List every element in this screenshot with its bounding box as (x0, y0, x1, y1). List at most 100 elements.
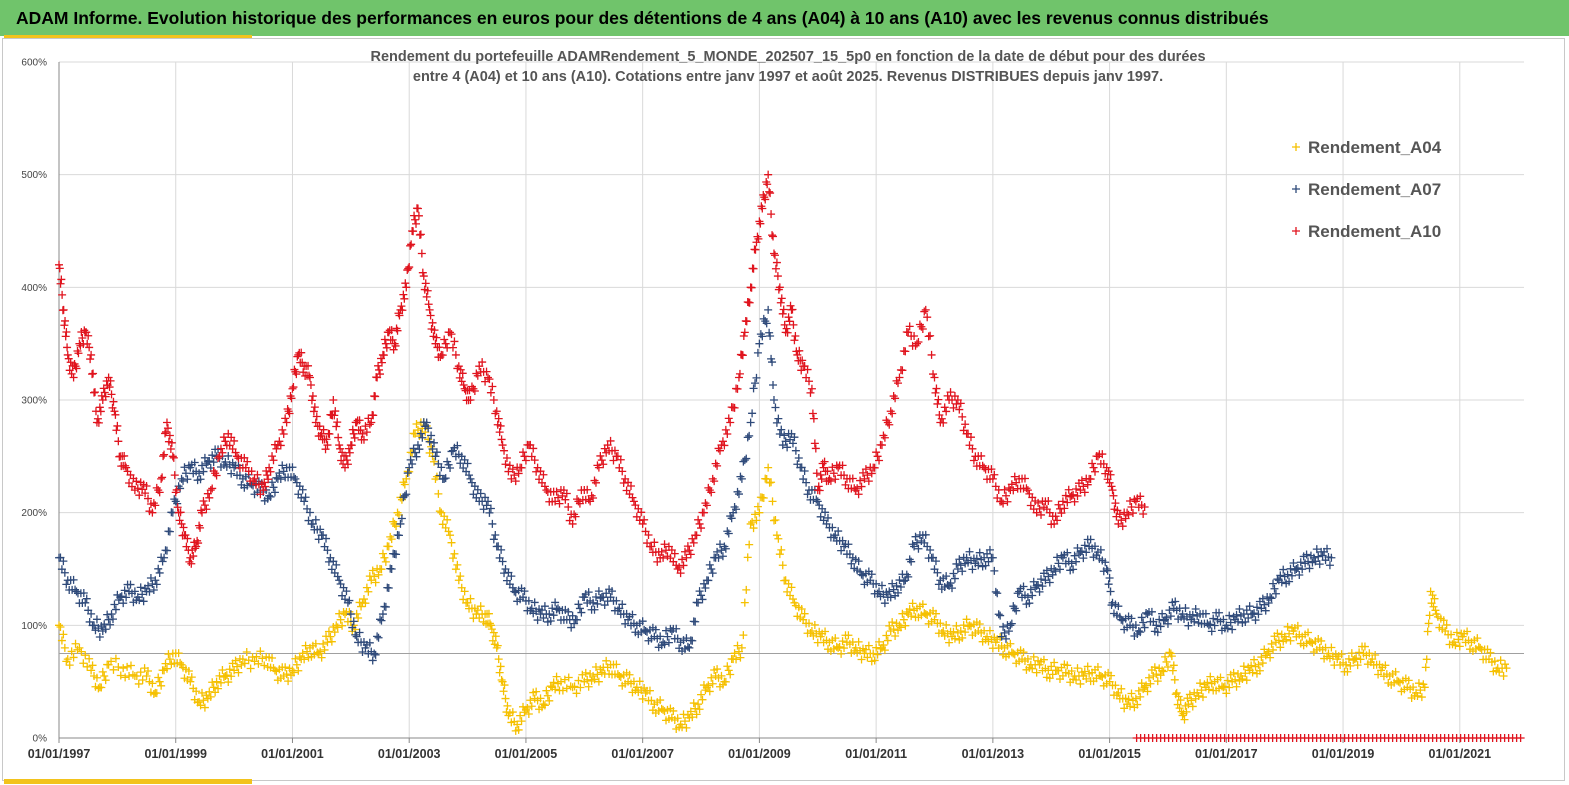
data-point (1072, 485, 1081, 494)
data-point (338, 448, 347, 457)
data-point (956, 399, 965, 408)
data-point (430, 326, 439, 335)
data-point (406, 241, 415, 250)
data-point (1198, 693, 1207, 702)
data-point (1309, 553, 1318, 562)
data-point (354, 614, 363, 623)
data-point (1283, 622, 1292, 631)
data-point (768, 358, 777, 367)
data-point (1072, 557, 1081, 566)
data-point (142, 482, 151, 491)
data-point (97, 683, 106, 692)
data-point (87, 350, 96, 359)
data-point (64, 354, 73, 363)
data-point (574, 600, 583, 609)
data-point (737, 643, 746, 652)
data-point (854, 637, 863, 646)
data-point (797, 366, 806, 375)
data-point (1140, 623, 1149, 632)
data-point (987, 465, 996, 474)
data-point (269, 456, 278, 465)
data-point (1323, 544, 1332, 553)
data-point (497, 435, 506, 444)
data-point (793, 350, 802, 359)
data-point (746, 418, 755, 427)
data-point (574, 676, 583, 685)
data-point (304, 361, 313, 370)
data-point (691, 617, 700, 626)
data-point (1315, 560, 1324, 569)
data-point (1225, 683, 1234, 692)
data-point (540, 602, 549, 611)
data-point (450, 549, 459, 558)
data-point (826, 476, 835, 485)
data-point (321, 445, 330, 454)
data-point (209, 458, 218, 467)
data-point (138, 675, 147, 684)
data-point (561, 495, 570, 504)
data-point (1029, 652, 1038, 661)
data-point (1150, 663, 1159, 672)
data-point (549, 611, 558, 620)
data-point (1219, 615, 1228, 624)
data-point (764, 170, 773, 179)
data-point (942, 572, 951, 581)
data-point (756, 219, 765, 228)
data-point (139, 597, 148, 606)
data-point (921, 305, 930, 314)
data-point (930, 373, 939, 382)
data-point (85, 654, 94, 663)
data-point (149, 586, 158, 595)
data-point (287, 394, 296, 403)
data-point (1004, 627, 1013, 636)
data-point (1312, 545, 1321, 554)
data-point (576, 683, 585, 692)
data-point (69, 653, 78, 662)
data-point (966, 433, 975, 442)
data-point (791, 446, 800, 455)
data-point (151, 501, 160, 510)
data-point (446, 531, 455, 540)
data-point (162, 546, 171, 555)
data-point (762, 319, 771, 328)
data-point (882, 631, 891, 640)
data-point (489, 628, 498, 637)
data-point (659, 553, 668, 562)
data-point (877, 581, 886, 590)
data-point (1264, 647, 1273, 656)
data-point (939, 418, 948, 427)
data-point (732, 505, 741, 514)
data-point (596, 451, 605, 460)
legend-label: Rendement_A10 (1308, 222, 1441, 241)
data-point (923, 313, 932, 322)
data-point (772, 531, 781, 540)
data-point (931, 388, 940, 397)
data-point (1222, 689, 1231, 698)
data-point (1082, 674, 1091, 683)
data-point (1204, 685, 1213, 694)
data-point (1254, 660, 1263, 669)
data-point (233, 452, 242, 461)
data-point (739, 331, 748, 340)
data-point (1206, 672, 1215, 681)
data-point (847, 559, 856, 568)
data-point (590, 675, 599, 684)
data-point (400, 294, 409, 303)
data-point (765, 187, 774, 196)
data-point (281, 663, 290, 672)
data-point (1042, 566, 1051, 575)
data-point (368, 566, 377, 575)
data-point (92, 615, 101, 624)
data-point (1037, 575, 1046, 584)
data-point (1131, 621, 1140, 630)
data-point (1000, 628, 1009, 637)
data-point (749, 384, 758, 393)
data-point (301, 493, 310, 502)
data-point (350, 433, 359, 442)
data-point (481, 377, 490, 386)
data-point (1063, 548, 1072, 557)
data-point (71, 639, 80, 648)
data-point (1416, 686, 1425, 695)
data-point (1171, 597, 1180, 606)
data-point (288, 463, 297, 472)
